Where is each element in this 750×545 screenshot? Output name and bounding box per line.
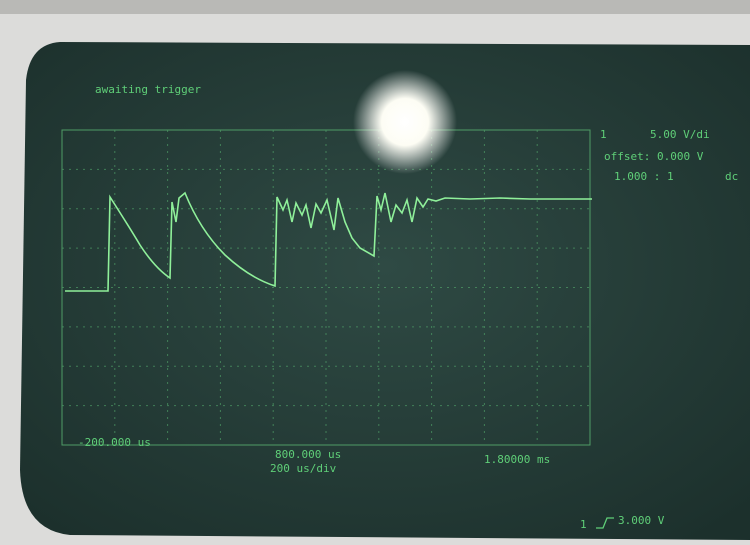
bezel-top [0, 0, 750, 14]
time-center: 800.000 us [275, 448, 341, 461]
trigger-source: 1 [580, 518, 587, 531]
channel-offset: offset: 0.000 V [604, 150, 704, 163]
glare [353, 70, 457, 174]
channel-coupling: dc [725, 170, 738, 183]
channel-number: 1 [600, 128, 607, 141]
trigger-level: 3.000 V [618, 514, 665, 527]
channel-scale: 5.00 V/di [650, 128, 710, 141]
status-text: awaiting trigger [95, 83, 201, 96]
time-right: 1.80000 ms [484, 453, 550, 466]
time-left: -200.000 us [78, 436, 151, 449]
time-scale: 200 us/div [270, 462, 337, 475]
oscilloscope-photo: awaiting trigger 1 5.00 V/di offset: 0.0… [0, 0, 750, 545]
channel-probe: 1.000 : 1 [614, 170, 674, 183]
page: awaiting trigger 1 5.00 V/di offset: 0.0… [0, 0, 750, 545]
